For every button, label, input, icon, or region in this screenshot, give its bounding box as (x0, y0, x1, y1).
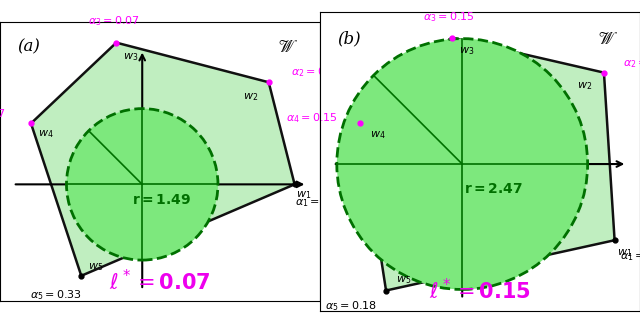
Text: $\alpha_1 = 0.38$: $\alpha_1 = 0.38$ (620, 250, 640, 263)
Text: $\mathscr{W}$: $\mathscr{W}$ (598, 30, 618, 47)
Text: $w_5$: $w_5$ (88, 261, 103, 273)
Text: $\alpha_5 = 0.33$: $\alpha_5 = 0.33$ (30, 288, 82, 302)
Text: $w_4$: $w_4$ (38, 129, 54, 141)
Text: $\alpha_2 = 0.15$: $\alpha_2 = 0.15$ (623, 57, 640, 70)
Polygon shape (360, 37, 614, 290)
Text: $\mathbf{r = }$$\mathbf{1.49}$: $\mathbf{r = }$$\mathbf{1.49}$ (132, 193, 191, 206)
Text: (b): (b) (337, 30, 360, 47)
Circle shape (337, 39, 588, 289)
Text: $w_2$: $w_2$ (243, 92, 259, 103)
Text: (a): (a) (17, 38, 40, 56)
Text: $w_4$: $w_4$ (370, 130, 386, 141)
Text: $\alpha_4 = 0.15$: $\alpha_4 = 0.15$ (286, 111, 338, 125)
Text: $\alpha_5 = 0.18$: $\alpha_5 = 0.18$ (325, 299, 378, 313)
Text: $w_1$: $w_1$ (617, 247, 632, 259)
Text: $\alpha_3 = 0.07$: $\alpha_3 = 0.07$ (88, 15, 140, 28)
Polygon shape (31, 43, 294, 276)
Text: $\alpha_2 = 0.07$: $\alpha_2 = 0.07$ (291, 65, 343, 79)
Text: $w_3$: $w_3$ (123, 51, 138, 63)
Text: $\alpha_3 = 0.15$: $\alpha_3 = 0.15$ (423, 10, 475, 24)
Text: $\alpha_1 = 0.45$: $\alpha_1 = 0.45$ (295, 195, 347, 209)
Circle shape (67, 109, 218, 260)
Text: $\alpha_4 = 0.07$: $\alpha_4 = 0.07$ (0, 107, 6, 121)
Text: $\ell^* = $0.15: $\ell^* = $0.15 (429, 278, 531, 303)
Text: $w_1$: $w_1$ (296, 190, 312, 202)
Text: $\mathscr{W}$: $\mathscr{W}$ (278, 38, 298, 56)
Text: $\ell^* = $0.07: $\ell^* = $0.07 (109, 269, 211, 294)
Text: $\mathbf{r = }$$\mathbf{2.47}$: $\mathbf{r = }$$\mathbf{2.47}$ (464, 182, 523, 196)
Text: $w_3$: $w_3$ (459, 45, 474, 57)
Text: $w_2$: $w_2$ (577, 80, 592, 92)
Text: $w_5$: $w_5$ (396, 275, 412, 286)
